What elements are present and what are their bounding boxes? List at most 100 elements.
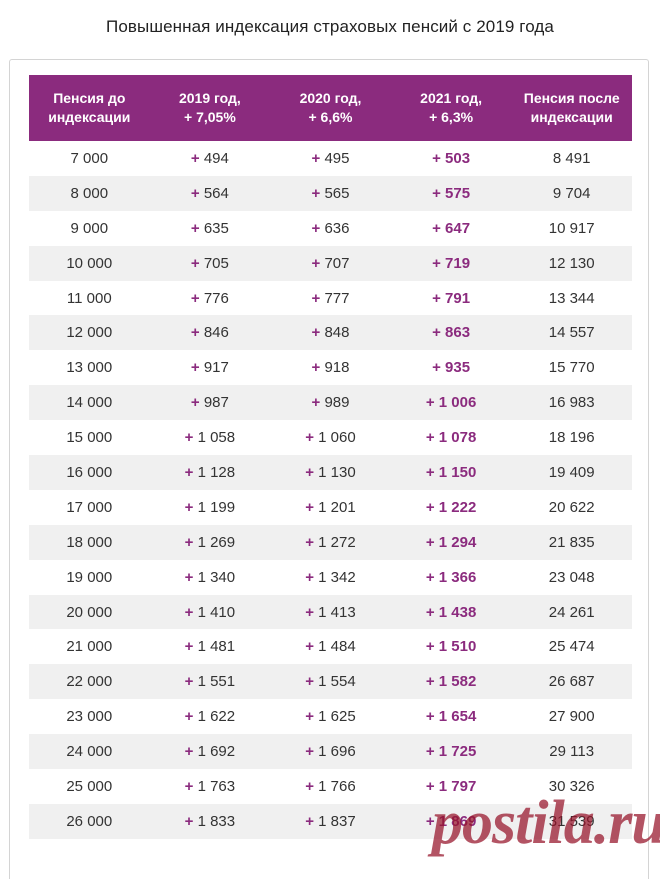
plus-sign: + bbox=[425, 498, 435, 516]
increase-value: 863 bbox=[445, 324, 471, 342]
increase-value: 1 413 bbox=[318, 603, 356, 621]
plus-sign: + bbox=[432, 324, 441, 342]
plus-sign: + bbox=[425, 429, 435, 447]
cell-pension-before: 9 000 bbox=[70, 219, 109, 237]
plus-sign: + bbox=[425, 708, 435, 726]
watermark-logo: postila.ru bbox=[432, 789, 660, 857]
increase-value: 1 625 bbox=[318, 708, 356, 726]
plus-sign: + bbox=[432, 289, 441, 307]
increase-value: 935 bbox=[445, 359, 471, 377]
plus-sign: + bbox=[184, 777, 194, 795]
cell-2019: + 1 692 bbox=[150, 734, 271, 769]
cell-pension-before: 25 000 bbox=[66, 777, 113, 795]
cell-2020: + 1 272 bbox=[270, 525, 391, 560]
cell-pension-after: 19 409 bbox=[548, 463, 595, 481]
increase-value: 1 797 bbox=[438, 777, 477, 795]
cell-pension-after: 24 261 bbox=[548, 603, 595, 621]
cell-pension-before: 7 000 bbox=[70, 149, 109, 167]
pension-indexation-table: Пенсия до индексации 2019 год, + 7,05% 2… bbox=[29, 75, 632, 839]
cell-pension-before: 15 000 bbox=[66, 429, 113, 447]
cell-pension-before: 11 000 bbox=[66, 289, 112, 307]
plus-sign: + bbox=[425, 533, 435, 551]
cell-pension-before: 8 000 bbox=[70, 184, 109, 202]
increase-value: 1 869 bbox=[438, 812, 477, 830]
cell-2020: + 1 484 bbox=[270, 629, 391, 664]
plus-sign: + bbox=[311, 324, 321, 342]
cell-pension-after: 30 326 bbox=[548, 777, 595, 795]
plus-sign: + bbox=[190, 359, 200, 377]
cell-2021: + 1 725 bbox=[391, 734, 512, 769]
table-row: 7 000 + 494 + 495 + 503 8 491 bbox=[29, 141, 632, 176]
increase-value: 1 269 bbox=[197, 533, 236, 551]
increase-value: 1 510 bbox=[438, 638, 477, 656]
plus-sign: + bbox=[184, 498, 194, 516]
cell-2019: + 987 bbox=[150, 385, 271, 420]
increase-value: 719 bbox=[445, 254, 471, 272]
increase-value: 917 bbox=[203, 359, 229, 377]
cell-2019: + 846 bbox=[150, 315, 271, 350]
cell-pension-before: 13 000 bbox=[66, 359, 113, 377]
increase-value: 647 bbox=[445, 219, 471, 237]
increase-value: 1 833 bbox=[197, 812, 236, 830]
plus-sign: + bbox=[425, 812, 435, 830]
increase-value: 494 bbox=[203, 149, 229, 167]
header-row: Пенсия до индексации 2019 год, + 7,05% 2… bbox=[29, 75, 632, 141]
cell-pension-after: 26 687 bbox=[548, 673, 595, 691]
table-row: 22 000 + 1 551 + 1 554 + 1 582 26 687 bbox=[29, 664, 632, 700]
cell-pension-after: 31 539 bbox=[548, 812, 595, 830]
cell-2019: + 776 bbox=[150, 281, 271, 316]
plus-sign: + bbox=[305, 673, 314, 691]
plus-sign: + bbox=[184, 708, 194, 726]
cell-2021: + 1 294 bbox=[391, 525, 512, 560]
cell-pension-before: 10 000 bbox=[66, 254, 113, 272]
plus-sign: + bbox=[432, 254, 441, 272]
cell-pension-after: 13 344 bbox=[548, 289, 595, 307]
increase-value: 1 654 bbox=[438, 708, 477, 726]
header-2019: 2019 год, + 7,05% bbox=[178, 90, 241, 125]
plus-sign: + bbox=[311, 289, 321, 307]
increase-value: 1 058 bbox=[197, 429, 236, 447]
increase-value: 848 bbox=[324, 324, 350, 342]
plus-sign: + bbox=[184, 603, 194, 621]
plus-sign: + bbox=[305, 743, 314, 761]
plus-sign: + bbox=[184, 463, 194, 481]
plus-sign: + bbox=[184, 429, 194, 447]
cell-pension-after: 18 196 bbox=[548, 429, 595, 447]
table-row: 12 000 + 846 + 848 + 863 14 557 bbox=[29, 315, 632, 351]
cell-2020: + 707 bbox=[270, 246, 391, 281]
cell-2019: + 917 bbox=[150, 350, 271, 385]
table-row: 13 000 + 917 + 918 + 935 15 770 bbox=[29, 350, 632, 385]
cell-2020: + 1 837 bbox=[270, 804, 391, 839]
plus-sign: + bbox=[184, 638, 194, 656]
cell-pension-before: 14 000 bbox=[66, 394, 113, 412]
increase-value: 1 481 bbox=[197, 638, 236, 656]
cell-2021: + 1 510 bbox=[391, 629, 512, 664]
table-row: 15 000 + 1 058 + 1 060 + 1 078 18 196 bbox=[29, 420, 632, 455]
table-row: 14 000 + 987 + 989 + 1 006 16 983 bbox=[29, 385, 632, 421]
increase-value: 564 bbox=[203, 184, 229, 202]
cell-2020: + 1 130 bbox=[270, 455, 391, 490]
plus-sign: + bbox=[305, 708, 314, 726]
cell-pension-after: 25 474 bbox=[548, 638, 595, 656]
cell-pension-after: 21 835 bbox=[548, 533, 595, 551]
increase-value: 565 bbox=[324, 184, 350, 202]
plus-sign: + bbox=[305, 638, 314, 656]
increase-value: 636 bbox=[324, 219, 350, 237]
cell-2019: + 1 128 bbox=[150, 455, 271, 490]
cell-pension-after: 14 557 bbox=[548, 324, 595, 342]
cell-2019: + 494 bbox=[150, 141, 271, 176]
increase-value: 1 006 bbox=[438, 394, 477, 412]
increase-value: 635 bbox=[203, 219, 229, 237]
cell-pension-before: 21 000 bbox=[66, 638, 113, 656]
table-row: 23 000 + 1 622 + 1 625 + 1 654 27 900 bbox=[29, 699, 632, 734]
cell-2021: + 1 654 bbox=[391, 699, 512, 734]
plus-sign: + bbox=[425, 743, 435, 761]
increase-value: 1 340 bbox=[197, 568, 236, 586]
cell-pension-before: 19 000 bbox=[66, 568, 113, 586]
plus-sign: + bbox=[184, 743, 194, 761]
plus-sign: + bbox=[305, 463, 314, 481]
increase-value: 1 294 bbox=[438, 533, 477, 551]
table-row: 25 000 + 1 763 + 1 766 + 1 797 30 326 bbox=[29, 769, 632, 804]
cell-pension-after: 10 917 bbox=[548, 219, 595, 237]
header-2020: 2020 год, + 6,6% bbox=[299, 90, 362, 125]
